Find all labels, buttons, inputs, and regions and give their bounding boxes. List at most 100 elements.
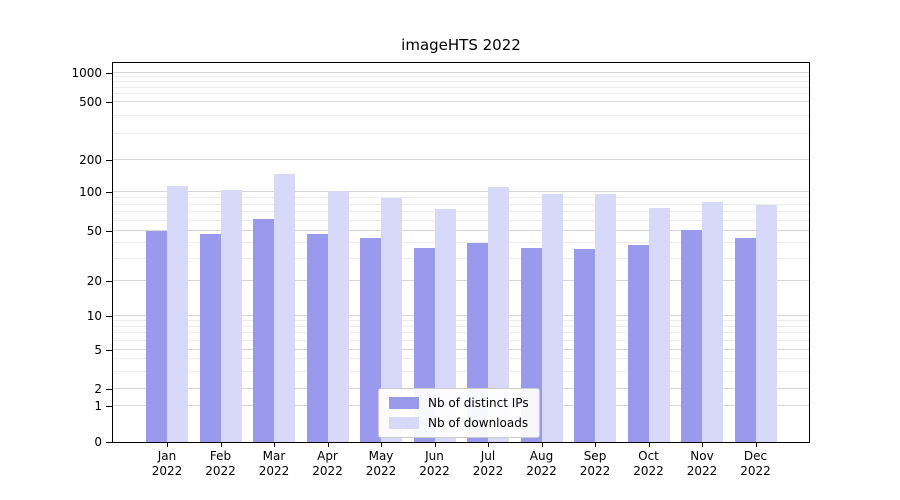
y-tick-mark-20 xyxy=(106,280,112,282)
x-tick-mark-jul xyxy=(488,443,489,447)
bar-downloads-jul xyxy=(488,187,509,442)
chart-title: imageHTS 2022 xyxy=(401,36,521,54)
bar-distinct-ips-sep xyxy=(574,249,595,442)
x-tick-label-apr: Apr 2022 xyxy=(299,449,357,479)
gridline-minor-40 xyxy=(113,242,809,244)
gridline-major-1000 xyxy=(113,71,809,73)
y-tick-label-1000: 1000 xyxy=(71,65,102,80)
x-tick-year: 2022 xyxy=(740,464,771,478)
y-tick-mark-10 xyxy=(106,315,112,317)
gridline-major-500 xyxy=(113,100,809,102)
x-tick-mark-oct xyxy=(648,443,650,447)
y-tick-mark-0 xyxy=(106,442,112,443)
gridline-minor-300 xyxy=(113,133,809,135)
x-tick-month: May xyxy=(368,449,394,463)
x-tick-year: 2022 xyxy=(579,464,611,478)
x-tick-mark-aug xyxy=(541,443,543,447)
x-tick-mark-dec xyxy=(755,443,757,447)
legend-entry-downloads: Nb of downloads xyxy=(389,413,529,433)
bar-distinct-ips-may xyxy=(360,238,381,442)
y-tick-label-20: 20 xyxy=(86,273,102,288)
bars xyxy=(113,63,809,442)
gridline-minor-800 xyxy=(113,81,809,83)
x-tick-year: 2022 xyxy=(205,464,236,478)
y-tick-label-100: 100 xyxy=(79,185,102,200)
x-tick-month: Feb xyxy=(209,449,232,463)
x-tick-mark-jun xyxy=(434,443,436,447)
bar-downloads-dec xyxy=(755,204,777,442)
gridline-major-200 xyxy=(113,159,809,161)
x-tick-month: Nov xyxy=(690,449,714,463)
y-tick-label-200: 200 xyxy=(79,153,102,168)
gridline-minor-3 xyxy=(113,370,809,372)
bar-downloads-oct xyxy=(648,207,670,442)
x-tick-label-aug: Aug 2022 xyxy=(513,449,571,479)
gridline-minor-90 xyxy=(113,197,809,199)
gridline-major-10 xyxy=(113,314,809,316)
x-tick-mark-mar xyxy=(274,443,275,447)
x-tick-month: Apr xyxy=(317,449,338,463)
gridline-minor-60 xyxy=(113,220,809,221)
legend-label-distinct-ips: Nb of distinct IPs xyxy=(428,396,529,410)
y-tick-mark-1000 xyxy=(106,72,112,74)
gridline-minor-70 xyxy=(113,211,809,213)
y-tick-mark-5 xyxy=(106,349,112,351)
legend: Nb of distinct IPs Nb of downloads xyxy=(378,388,540,438)
bar-distinct-ips-dec xyxy=(734,238,756,442)
y-tick-mark-100 xyxy=(106,192,112,194)
y-tick-label-1: 1 xyxy=(94,399,102,414)
y-tick-mark-1 xyxy=(106,406,112,408)
y-tick-label-2: 2 xyxy=(94,382,102,397)
x-tick-mark-feb xyxy=(220,443,222,447)
gridline-minor-6 xyxy=(113,339,809,341)
x-tick-mark-apr xyxy=(327,443,329,447)
y-tick-label-500: 500 xyxy=(79,94,102,109)
gridline-minor-4 xyxy=(113,358,809,360)
bar-downloads-aug xyxy=(541,194,563,442)
plot-area: Nb of distinct IPs Nb of downloads xyxy=(112,62,810,443)
gridlines xyxy=(113,63,809,442)
y-tick-mark-50 xyxy=(106,231,112,233)
gridline-major-20 xyxy=(113,279,809,281)
bar-distinct-ips-mar xyxy=(253,219,274,442)
gridline-minor-600 xyxy=(113,93,809,95)
gridline-minor-400 xyxy=(113,115,809,116)
bar-downloads-may xyxy=(381,198,402,442)
x-tick-label-jan: Jan 2022 xyxy=(138,449,196,479)
y-tick-label-50: 50 xyxy=(86,224,102,239)
x-tick-month: Sep xyxy=(583,449,607,463)
legend-entry-distinct-ips: Nb of distinct IPs xyxy=(389,393,529,413)
legend-swatch-distinct-ips xyxy=(389,397,419,409)
gridline-major-100 xyxy=(113,191,809,193)
gridline-minor-8 xyxy=(113,325,809,327)
x-tick-label-may: May 2022 xyxy=(352,449,410,479)
gridline-minor-7 xyxy=(113,332,809,334)
x-tick-mark-sep xyxy=(595,443,596,447)
y-tick-label-10: 10 xyxy=(86,308,102,323)
x-tick-year: 2022 xyxy=(258,464,290,478)
x-tick-year: 2022 xyxy=(686,464,718,478)
y-tick-mark-500 xyxy=(106,101,112,103)
gridline-major-5 xyxy=(113,348,809,350)
bar-distinct-ips-apr xyxy=(306,233,328,442)
x-tick-month: Jan xyxy=(157,449,177,463)
legend-label-downloads: Nb of downloads xyxy=(428,416,529,430)
bar-distinct-ips-oct xyxy=(627,244,649,442)
bar-downloads-jun xyxy=(434,209,456,442)
gridline-minor-700 xyxy=(113,86,809,88)
x-tick-year: 2022 xyxy=(365,464,397,478)
bar-downloads-feb xyxy=(220,190,242,442)
x-tick-month: Dec xyxy=(743,449,768,463)
x-tick-month: Mar xyxy=(262,449,286,463)
y-tick-label-5: 5 xyxy=(94,342,102,357)
bar-downloads-mar xyxy=(274,173,295,442)
bar-distinct-ips-nov xyxy=(681,230,702,442)
y-tick-label-0: 0 xyxy=(94,435,102,449)
bar-downloads-apr xyxy=(327,191,349,442)
bar-downloads-sep xyxy=(595,194,616,442)
x-tick-year: 2022 xyxy=(312,464,343,478)
gridline-major-50 xyxy=(113,230,809,232)
x-tick-label-oct: Oct 2022 xyxy=(620,449,678,479)
x-tick-month: Jun xyxy=(425,449,444,463)
